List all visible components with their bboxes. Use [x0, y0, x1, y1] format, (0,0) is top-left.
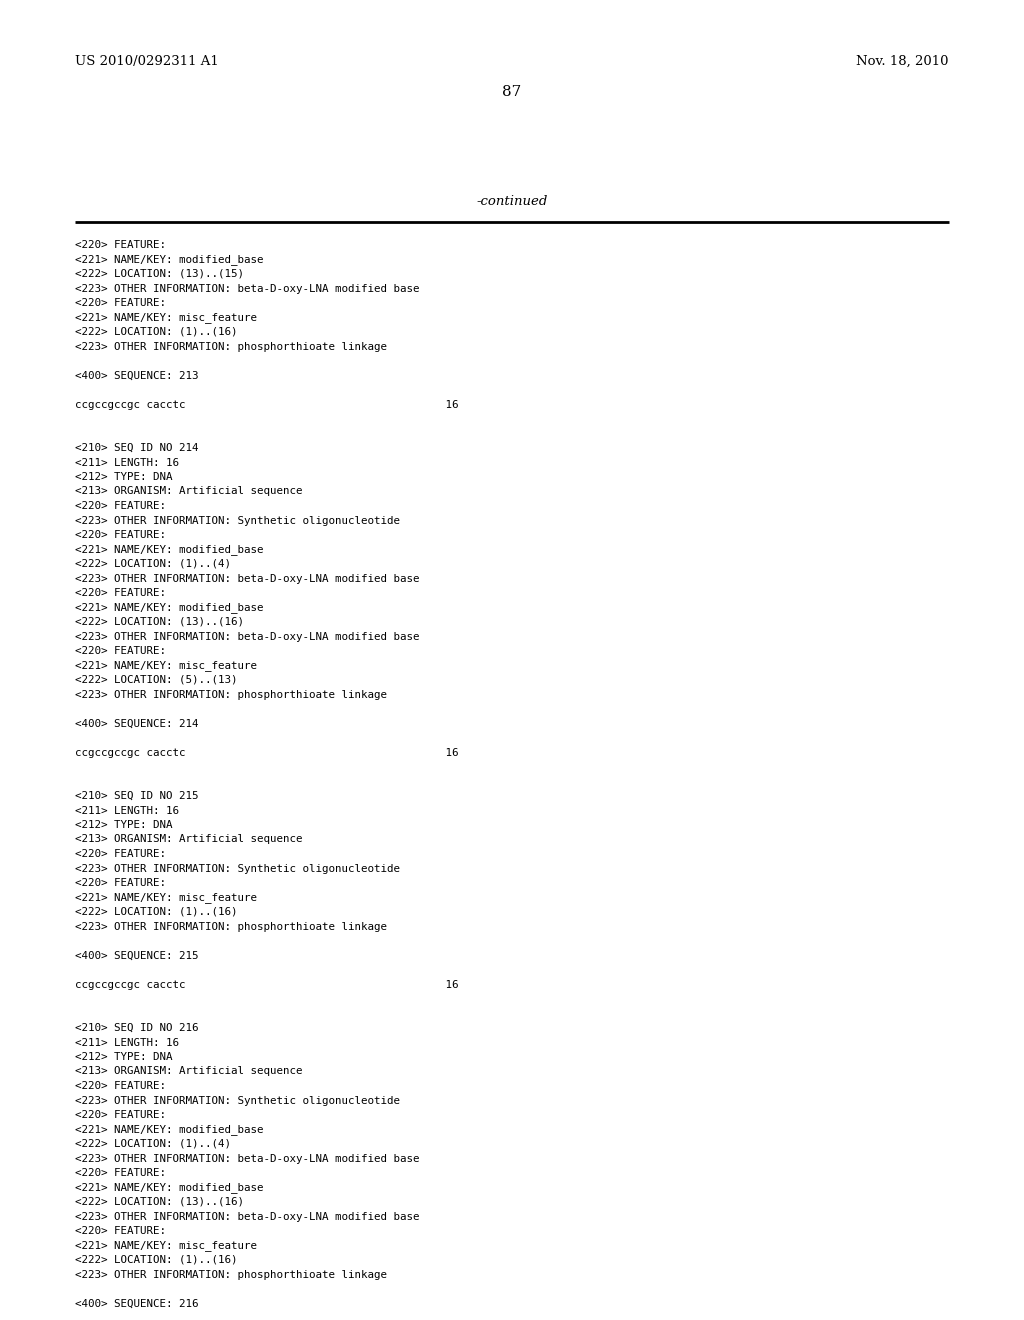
Text: <223> OTHER INFORMATION: beta-D-oxy-LNA modified base: <223> OTHER INFORMATION: beta-D-oxy-LNA …: [75, 631, 420, 642]
Text: <221> NAME/KEY: misc_feature: <221> NAME/KEY: misc_feature: [75, 1241, 257, 1251]
Text: <222> LOCATION: (13)..(16): <222> LOCATION: (13)..(16): [75, 1197, 244, 1206]
Text: <220> FEATURE:: <220> FEATURE:: [75, 1081, 166, 1092]
Text: <220> FEATURE:: <220> FEATURE:: [75, 849, 166, 859]
Text: <222> LOCATION: (1)..(16): <222> LOCATION: (1)..(16): [75, 1255, 238, 1265]
Text: <222> LOCATION: (1)..(16): <222> LOCATION: (1)..(16): [75, 907, 238, 917]
Text: <223> OTHER INFORMATION: Synthetic oligonucleotide: <223> OTHER INFORMATION: Synthetic oligo…: [75, 516, 400, 525]
Text: <222> LOCATION: (1)..(4): <222> LOCATION: (1)..(4): [75, 1139, 231, 1148]
Text: <221> NAME/KEY: misc_feature: <221> NAME/KEY: misc_feature: [75, 660, 257, 672]
Text: <212> TYPE: DNA: <212> TYPE: DNA: [75, 473, 172, 482]
Text: ccgccgccgc cacctc                                        16: ccgccgccgc cacctc 16: [75, 400, 459, 409]
Text: <210> SEQ ID NO 215: <210> SEQ ID NO 215: [75, 791, 199, 801]
Text: <220> FEATURE:: <220> FEATURE:: [75, 1226, 166, 1236]
Text: <213> ORGANISM: Artificial sequence: <213> ORGANISM: Artificial sequence: [75, 1067, 302, 1077]
Text: <400> SEQUENCE: 216: <400> SEQUENCE: 216: [75, 1299, 199, 1308]
Text: <222> LOCATION: (13)..(15): <222> LOCATION: (13)..(15): [75, 269, 244, 279]
Text: <220> FEATURE:: <220> FEATURE:: [75, 531, 166, 540]
Text: US 2010/0292311 A1: US 2010/0292311 A1: [75, 55, 219, 69]
Text: <223> OTHER INFORMATION: beta-D-oxy-LNA modified base: <223> OTHER INFORMATION: beta-D-oxy-LNA …: [75, 284, 420, 293]
Text: <223> OTHER INFORMATION: beta-D-oxy-LNA modified base: <223> OTHER INFORMATION: beta-D-oxy-LNA …: [75, 573, 420, 583]
Text: <400> SEQUENCE: 214: <400> SEQUENCE: 214: [75, 718, 199, 729]
Text: <212> TYPE: DNA: <212> TYPE: DNA: [75, 820, 172, 830]
Text: <213> ORGANISM: Artificial sequence: <213> ORGANISM: Artificial sequence: [75, 834, 302, 845]
Text: <211> LENGTH: 16: <211> LENGTH: 16: [75, 805, 179, 816]
Text: <220> FEATURE:: <220> FEATURE:: [75, 240, 166, 249]
Text: <212> TYPE: DNA: <212> TYPE: DNA: [75, 1052, 172, 1063]
Text: <223> OTHER INFORMATION: phosphorthioate linkage: <223> OTHER INFORMATION: phosphorthioate…: [75, 1270, 387, 1279]
Text: <221> NAME/KEY: modified_base: <221> NAME/KEY: modified_base: [75, 1183, 263, 1193]
Text: <222> LOCATION: (13)..(16): <222> LOCATION: (13)..(16): [75, 616, 244, 627]
Text: <211> LENGTH: 16: <211> LENGTH: 16: [75, 1038, 179, 1048]
Text: <222> LOCATION: (1)..(4): <222> LOCATION: (1)..(4): [75, 558, 231, 569]
Text: <220> FEATURE:: <220> FEATURE:: [75, 645, 166, 656]
Text: <213> ORGANISM: Artificial sequence: <213> ORGANISM: Artificial sequence: [75, 487, 302, 496]
Text: <222> LOCATION: (1)..(16): <222> LOCATION: (1)..(16): [75, 327, 238, 337]
Text: <223> OTHER INFORMATION: Synthetic oligonucleotide: <223> OTHER INFORMATION: Synthetic oligo…: [75, 1096, 400, 1106]
Text: <400> SEQUENCE: 213: <400> SEQUENCE: 213: [75, 371, 199, 380]
Text: <220> FEATURE:: <220> FEATURE:: [75, 587, 166, 598]
Text: 87: 87: [503, 84, 521, 99]
Text: <220> FEATURE:: <220> FEATURE:: [75, 1168, 166, 1177]
Text: <221> NAME/KEY: modified_base: <221> NAME/KEY: modified_base: [75, 255, 263, 265]
Text: <223> OTHER INFORMATION: phosphorthioate linkage: <223> OTHER INFORMATION: phosphorthioate…: [75, 921, 387, 932]
Text: <223> OTHER INFORMATION: phosphorthioate linkage: <223> OTHER INFORMATION: phosphorthioate…: [75, 342, 387, 351]
Text: <221> NAME/KEY: modified_base: <221> NAME/KEY: modified_base: [75, 602, 263, 614]
Text: <221> NAME/KEY: misc_feature: <221> NAME/KEY: misc_feature: [75, 313, 257, 323]
Text: <220> FEATURE:: <220> FEATURE:: [75, 878, 166, 888]
Text: <222> LOCATION: (5)..(13): <222> LOCATION: (5)..(13): [75, 675, 238, 685]
Text: <223> OTHER INFORMATION: beta-D-oxy-LNA modified base: <223> OTHER INFORMATION: beta-D-oxy-LNA …: [75, 1154, 420, 1163]
Text: -continued: -continued: [476, 195, 548, 209]
Text: <223> OTHER INFORMATION: beta-D-oxy-LNA modified base: <223> OTHER INFORMATION: beta-D-oxy-LNA …: [75, 1212, 420, 1221]
Text: <223> OTHER INFORMATION: phosphorthioate linkage: <223> OTHER INFORMATION: phosphorthioate…: [75, 689, 387, 700]
Text: <221> NAME/KEY: misc_feature: <221> NAME/KEY: misc_feature: [75, 892, 257, 903]
Text: Nov. 18, 2010: Nov. 18, 2010: [856, 55, 949, 69]
Text: <210> SEQ ID NO 214: <210> SEQ ID NO 214: [75, 444, 199, 453]
Text: <223> OTHER INFORMATION: Synthetic oligonucleotide: <223> OTHER INFORMATION: Synthetic oligo…: [75, 863, 400, 874]
Text: <210> SEQ ID NO 216: <210> SEQ ID NO 216: [75, 1023, 199, 1034]
Text: <400> SEQUENCE: 215: <400> SEQUENCE: 215: [75, 950, 199, 961]
Text: <221> NAME/KEY: modified_base: <221> NAME/KEY: modified_base: [75, 1125, 263, 1135]
Text: <220> FEATURE:: <220> FEATURE:: [75, 298, 166, 308]
Text: <211> LENGTH: 16: <211> LENGTH: 16: [75, 458, 179, 467]
Text: ccgccgccgc cacctc                                        16: ccgccgccgc cacctc 16: [75, 747, 459, 758]
Text: <220> FEATURE:: <220> FEATURE:: [75, 1110, 166, 1119]
Text: <220> FEATURE:: <220> FEATURE:: [75, 502, 166, 511]
Text: ccgccgccgc cacctc                                        16: ccgccgccgc cacctc 16: [75, 979, 459, 990]
Text: <221> NAME/KEY: modified_base: <221> NAME/KEY: modified_base: [75, 544, 263, 556]
